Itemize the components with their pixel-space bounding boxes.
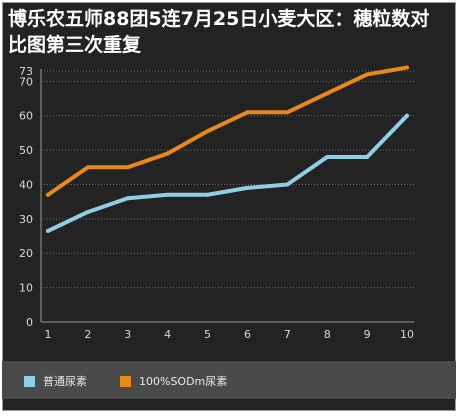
data-point [405,65,409,70]
data-point [85,165,90,170]
y-tick-label: 73 [19,65,33,78]
data-point [245,185,250,190]
axes [40,69,414,323]
data-point [245,110,250,115]
data-point [165,192,170,197]
data-point [46,228,50,233]
y-tick-label: 0 [26,316,33,329]
data-point [205,129,210,134]
legend-label: 普通尿素 [43,375,87,388]
chart-title: 博乐农五师88团5连7月25日小麦大区：穗粒数对比图第三次重复 [8,8,430,56]
x-tick-label: 7 [284,328,291,341]
x-tick-label: 5 [204,328,211,341]
y-tick-label: 10 [19,282,33,295]
y-tick-label: 60 [19,110,33,123]
y-tick-label: 20 [19,247,33,260]
data-point [365,154,370,159]
x-tick-label: 9 [364,328,371,341]
legend-item-series-2[interactable]: 100%SODm尿素 [120,373,227,389]
legend-swatch [120,375,131,387]
series-line-1 [46,113,409,233]
x-tick-label: 1 [45,328,52,341]
y-tick-label: 70 [19,75,33,88]
series-line-2 [46,65,409,197]
data-point [125,196,130,201]
x-tick-label: 6 [244,328,251,341]
data-point [125,165,130,170]
x-tick-label: 2 [84,328,91,341]
x-tick-label: 10 [400,328,414,341]
data-point [285,110,290,115]
x-tick-label: 3 [124,328,131,341]
grid-lines [41,70,414,289]
data-point [46,192,50,197]
y-tick-label: 40 [19,178,33,191]
y-tick-label: 50 [19,144,33,157]
y-tick-label: 30 [19,213,33,226]
data-point [285,182,290,187]
data-point [365,72,370,77]
data-point [405,113,409,118]
data-point [85,209,90,214]
data-point [325,154,330,159]
legend-swatch [24,375,35,387]
data-point [325,91,330,96]
x-tick-label: 8 [324,328,331,341]
data-point [165,151,170,156]
x-tick-label: 4 [164,328,171,341]
legend: 普通尿素 100%SODm尿素 [2,361,456,399]
legend-item-series-1[interactable]: 普通尿素 [24,373,87,389]
legend-label: 100%SODm尿素 [139,375,228,388]
data-point [205,192,210,197]
series-lines [46,65,409,233]
